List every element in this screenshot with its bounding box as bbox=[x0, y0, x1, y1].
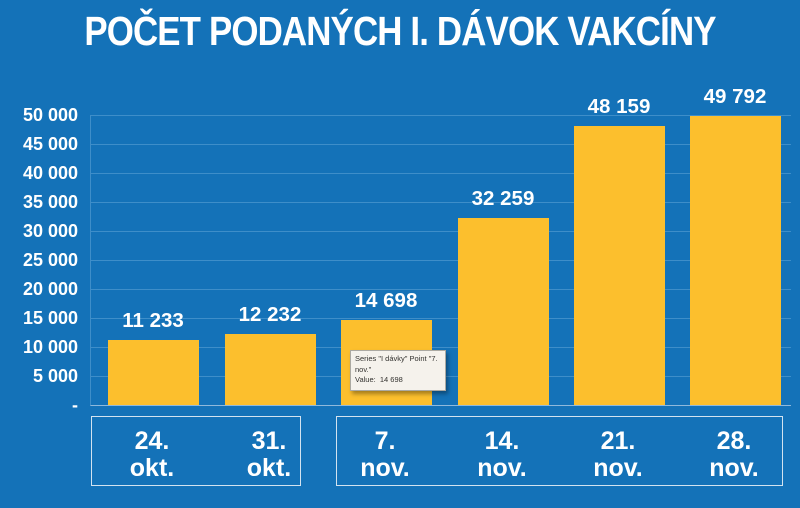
bar[interactable] bbox=[224, 334, 316, 405]
bar[interactable] bbox=[107, 340, 199, 405]
category-label-line: 28. bbox=[716, 427, 752, 455]
gridline bbox=[91, 231, 791, 232]
gridline bbox=[91, 173, 791, 174]
gridline bbox=[91, 115, 791, 116]
y-axis-tick-label: 35 000 bbox=[22, 192, 78, 212]
category-label-line: 24. bbox=[134, 427, 170, 455]
tooltip-line: Value: 14 698 bbox=[355, 375, 403, 384]
category-label: 24. okt. bbox=[82, 428, 222, 482]
bar[interactable] bbox=[457, 218, 549, 405]
gridline bbox=[91, 144, 791, 145]
gridline bbox=[91, 347, 791, 348]
bar-value-label: 12 232 bbox=[238, 303, 302, 326]
y-axis-tick-label: - bbox=[72, 395, 78, 415]
y-axis-tick-label: 45 000 bbox=[22, 134, 78, 154]
category-label: 31. okt. bbox=[199, 428, 339, 482]
plot-area: 11 233 12 232 14 698 32 259 48 159 49 792 bbox=[90, 85, 791, 406]
category-label-line: 7. bbox=[374, 427, 396, 455]
gridline bbox=[91, 202, 791, 203]
y-axis-tick-label: 50 000 bbox=[22, 105, 78, 125]
chart-title: POČET PODANÝCH I. DÁVOK VAKCÍNY bbox=[84, 8, 716, 54]
category-label-line: okt. bbox=[246, 454, 292, 482]
tooltip-line: Series "I dávky" Point "7. bbox=[355, 354, 438, 363]
bar-value-label: 11 233 bbox=[122, 309, 184, 332]
chart-tooltip: Series "I dávky" Point "7. nov." Value: 14… bbox=[350, 350, 446, 391]
y-axis-tick-label: 40 000 bbox=[22, 163, 78, 183]
y-axis-tick-label: 25 000 bbox=[22, 250, 78, 270]
category-label: 28. nov. bbox=[664, 428, 800, 482]
tooltip-line: nov." bbox=[355, 364, 372, 374]
category-label: 21. nov. bbox=[548, 428, 688, 482]
y-axis-tick-label: 30 000 bbox=[22, 221, 78, 241]
category-label-line: nov. bbox=[709, 454, 759, 482]
category-label-line: nov. bbox=[360, 454, 410, 482]
category-group-box bbox=[336, 416, 783, 486]
gridline bbox=[91, 289, 791, 290]
category-label-line: nov. bbox=[593, 454, 643, 482]
bar[interactable] bbox=[689, 116, 781, 405]
y-axis-tick-label: 15 000 bbox=[22, 308, 78, 328]
bar-value-label: 49 792 bbox=[703, 85, 767, 108]
category-label-line: 14. bbox=[484, 427, 520, 455]
bar-value-label: 48 159 bbox=[587, 95, 651, 118]
category-label-line: 31. bbox=[251, 427, 287, 455]
bar[interactable] bbox=[573, 126, 665, 405]
category-label-line: okt. bbox=[129, 454, 175, 482]
y-axis-tick-label: 10 000 bbox=[22, 337, 78, 357]
category-label-line: nov. bbox=[477, 454, 527, 482]
category-label-line: 21. bbox=[600, 427, 636, 455]
bar-value-label: 32 259 bbox=[471, 187, 535, 210]
category-label: 14. nov. bbox=[432, 428, 572, 482]
gridline bbox=[91, 318, 791, 319]
y-axis-tick-label: 20 000 bbox=[22, 279, 78, 299]
category-group-box bbox=[91, 416, 301, 486]
bar-value-label: 14 698 bbox=[354, 289, 418, 312]
category-label: 7. nov. bbox=[315, 428, 455, 482]
y-axis-tick-label: 5 000 bbox=[32, 366, 78, 386]
gridline bbox=[91, 260, 791, 261]
